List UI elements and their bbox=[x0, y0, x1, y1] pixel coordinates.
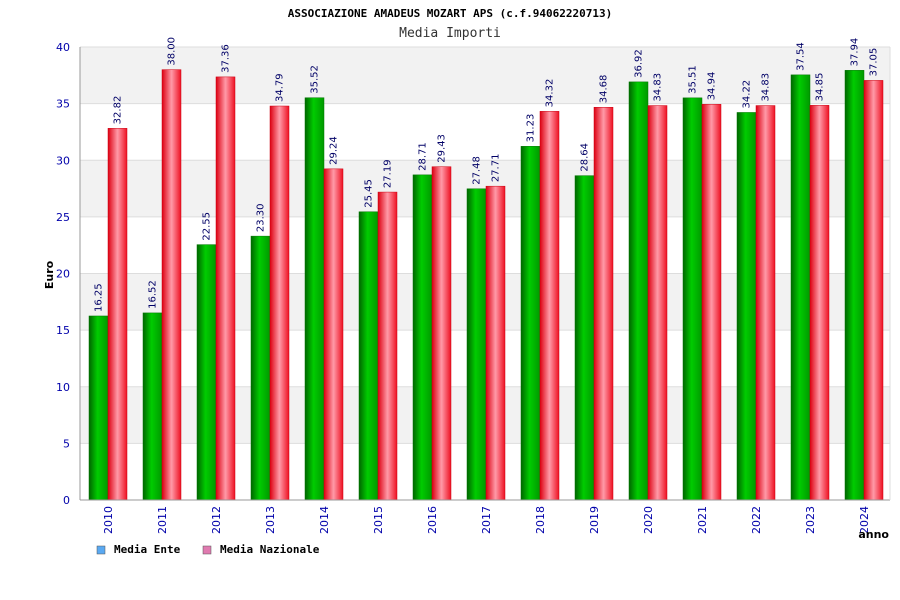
x-tick-label: 2012 bbox=[210, 506, 223, 534]
data-label: 23.30 bbox=[256, 203, 267, 232]
y-tick-label: 10 bbox=[56, 381, 70, 394]
data-label: 34.83 bbox=[653, 73, 664, 102]
data-label: 34.83 bbox=[761, 73, 772, 102]
x-tick-label: 2015 bbox=[372, 506, 385, 534]
bar-media-ente bbox=[520, 146, 541, 501]
x-tick-label: 2017 bbox=[480, 506, 493, 534]
x-tick-label: 2022 bbox=[750, 506, 763, 534]
y-tick-label: 20 bbox=[56, 268, 70, 281]
bar-media-nazionale bbox=[755, 105, 776, 501]
axes bbox=[79, 47, 891, 501]
bars: 16.25 32.82 16.52 38.00 22.55 37.36 23.30 34.79… bbox=[88, 37, 884, 501]
data-label: 34.94 bbox=[707, 72, 718, 101]
bar-media-ente bbox=[88, 315, 109, 501]
data-label: 16.25 bbox=[94, 283, 105, 312]
data-label: 34.22 bbox=[742, 80, 753, 109]
data-label: 36.92 bbox=[634, 49, 645, 78]
data-label: 32.82 bbox=[113, 96, 124, 125]
bar-media-ente bbox=[628, 81, 649, 501]
data-label: 29.43 bbox=[437, 134, 448, 163]
grid-band bbox=[80, 47, 890, 104]
data-label: 35.52 bbox=[310, 65, 321, 94]
legend: Media Ente Media Nazionale bbox=[96, 543, 320, 556]
bar-media-nazionale bbox=[701, 104, 722, 501]
legend-label: Media Ente bbox=[114, 543, 181, 556]
bar-media-nazionale bbox=[377, 191, 398, 501]
y-tick-label: 40 bbox=[56, 41, 70, 54]
bar-media-ente bbox=[412, 174, 433, 501]
data-label: 27.19 bbox=[383, 159, 394, 188]
data-label: 34.68 bbox=[599, 75, 610, 104]
y-tick-label: 30 bbox=[56, 154, 70, 167]
bar-media-ente bbox=[844, 70, 865, 501]
x-tick-label: 2019 bbox=[588, 506, 601, 534]
bar-media-nazionale bbox=[863, 80, 884, 501]
bar-media-nazionale bbox=[485, 185, 506, 501]
data-label: 35.51 bbox=[688, 65, 699, 94]
bar-media-ente bbox=[574, 175, 595, 501]
data-label: 37.94 bbox=[850, 38, 861, 67]
bar-media-ente bbox=[790, 74, 811, 501]
x-tick-label: 2013 bbox=[264, 506, 277, 534]
bar-media-ente bbox=[142, 312, 163, 501]
x-axis-ticks: 2010 2011 2012 2013 2014 2015 2016 2017 2018 2019… bbox=[102, 506, 871, 534]
bar-media-nazionale bbox=[161, 69, 182, 501]
x-tick-label: 2010 bbox=[102, 506, 115, 534]
data-label: 28.64 bbox=[580, 143, 591, 172]
bar-media-nazionale bbox=[431, 166, 452, 501]
chart-subtitle: Media Importi bbox=[399, 26, 501, 41]
chart-title: ASSOCIAZIONE AMADEUS MOZART APS (c.f.940… bbox=[288, 7, 613, 20]
data-label: 27.48 bbox=[472, 156, 483, 185]
bar-media-ente bbox=[682, 97, 703, 501]
x-tick-label: 2016 bbox=[426, 506, 439, 534]
y-axis-ticks: 0 5 10 15 20 25 30 35 40 bbox=[56, 41, 70, 507]
bar-media-ente bbox=[736, 112, 757, 501]
legend-label: Media Nazionale bbox=[220, 543, 320, 556]
data-label: 16.52 bbox=[148, 280, 159, 309]
legend-swatch bbox=[202, 545, 212, 555]
bar-media-ente bbox=[466, 188, 487, 501]
data-label: 37.54 bbox=[796, 42, 807, 71]
bar-media-ente bbox=[358, 211, 379, 501]
y-tick-label: 0 bbox=[63, 494, 70, 507]
data-label: 25.45 bbox=[364, 179, 375, 208]
data-label: 31.23 bbox=[526, 114, 537, 143]
legend-swatch bbox=[96, 545, 106, 555]
data-label: 34.32 bbox=[545, 79, 556, 108]
data-label: 37.05 bbox=[869, 48, 880, 77]
x-tick-label: 2023 bbox=[804, 506, 817, 534]
bar-media-nazionale bbox=[809, 105, 830, 501]
bar-media-ente bbox=[250, 235, 271, 501]
x-tick-label: 2011 bbox=[156, 506, 169, 534]
data-label: 37.36 bbox=[221, 44, 232, 73]
data-label: 22.55 bbox=[202, 212, 213, 241]
data-label: 38.00 bbox=[167, 37, 178, 66]
x-tick-label: 2018 bbox=[534, 506, 547, 534]
x-axis-label: anno bbox=[858, 528, 889, 541]
y-tick-label: 15 bbox=[56, 324, 70, 337]
bar-media-nazionale bbox=[539, 111, 560, 501]
bar-media-nazionale bbox=[323, 168, 344, 501]
data-label: 34.79 bbox=[275, 73, 286, 102]
bar-media-ente bbox=[304, 97, 325, 501]
data-label: 34.85 bbox=[815, 73, 826, 102]
x-tick-label: 2024 bbox=[858, 506, 871, 534]
data-label: 27.71 bbox=[491, 154, 502, 183]
bar-media-ente bbox=[196, 244, 217, 501]
data-label: 29.24 bbox=[329, 136, 340, 165]
y-tick-label: 25 bbox=[56, 211, 70, 224]
bar-media-nazionale bbox=[593, 106, 614, 501]
bar-media-nazionale bbox=[215, 76, 236, 501]
data-label: 28.71 bbox=[418, 142, 429, 171]
bar-media-nazionale bbox=[647, 105, 668, 501]
x-tick-label: 2021 bbox=[696, 506, 709, 534]
bar-media-nazionale bbox=[107, 128, 128, 501]
x-tick-label: 2020 bbox=[642, 506, 655, 534]
y-tick-label: 5 bbox=[63, 437, 70, 450]
x-tick-label: 2014 bbox=[318, 506, 331, 534]
bar-media-nazionale bbox=[269, 105, 290, 501]
y-axis-label: Euro bbox=[43, 260, 56, 289]
y-tick-label: 35 bbox=[56, 98, 70, 111]
